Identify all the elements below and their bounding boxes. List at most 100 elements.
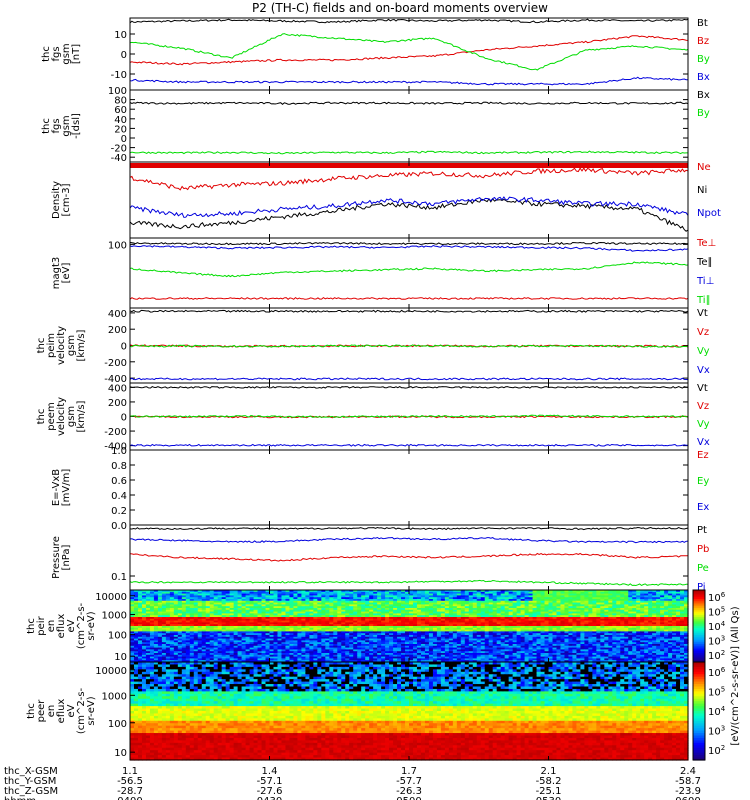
spectrogram-cell <box>173 615 179 618</box>
spectrogram-cell <box>648 626 653 629</box>
spectrogram-cell <box>672 613 677 616</box>
spectrogram-cell <box>305 597 310 600</box>
spectrogram-cell <box>381 633 386 636</box>
spectrogram-cell <box>636 631 641 634</box>
spectrogram-cell <box>181 591 187 595</box>
spectrogram-cell <box>660 604 665 607</box>
spectrogram-cell <box>309 618 314 622</box>
spectrogram-cell <box>552 622 558 625</box>
spectrogram-cell <box>409 602 414 605</box>
spectrogram-cell <box>397 593 402 596</box>
spectrogram-cell <box>130 622 135 625</box>
spectrogram-cell <box>229 599 235 602</box>
spectrogram-cell <box>181 606 187 609</box>
spectrogram-cell <box>444 597 450 600</box>
spectrogram-cell <box>596 595 601 598</box>
spectrogram-cell <box>349 618 354 622</box>
spectrogram-cell <box>484 633 490 636</box>
spectrogram-cell <box>285 591 291 595</box>
spectrogram-cell <box>564 613 570 616</box>
spectrogram-cell <box>397 599 402 602</box>
spectrogram-cell <box>337 622 342 625</box>
spectrogram-cell <box>205 597 211 600</box>
spectrogram-cell <box>472 606 478 609</box>
spectrogram-cell <box>588 599 593 602</box>
spectrogram-cell <box>185 606 191 609</box>
spectrogram-cell <box>572 617 577 620</box>
spectrogram-cell <box>412 615 418 618</box>
spectrogram-cell <box>664 611 669 614</box>
spectrogram-cell <box>416 609 422 613</box>
spectrogram-cell <box>460 611 466 614</box>
spectrogram-cell <box>544 597 550 600</box>
spectrogram-cell <box>297 590 302 593</box>
spectrogram-cell <box>476 617 482 620</box>
spectrogram-cell <box>289 629 295 632</box>
spectrogram-cell <box>436 617 442 620</box>
spectrogram-cell <box>636 626 641 629</box>
spectrogram-cell <box>416 604 422 607</box>
spectrogram-cell <box>217 611 223 614</box>
spectrogram-cell <box>572 627 577 631</box>
spectrogram-cell <box>640 622 645 625</box>
spectrogram-cell <box>612 626 617 629</box>
spectrogram-cell <box>540 597 546 600</box>
spectrogram-cell <box>289 615 295 618</box>
spectrogram-cell <box>552 593 558 596</box>
spectrogram-cell <box>297 620 302 623</box>
spectrogram-cell <box>520 618 526 622</box>
spectrogram-cell <box>436 624 442 627</box>
spectrogram-cell <box>612 615 617 618</box>
spectrogram-cell <box>556 599 562 602</box>
spectrogram-cell <box>329 591 334 595</box>
spectrogram-cell <box>301 597 306 600</box>
ylabel-line: velocity <box>56 397 67 436</box>
spectrogram-cell <box>337 611 342 614</box>
spectrogram-cell <box>385 604 390 607</box>
spectrogram-cell <box>668 626 673 629</box>
spectrogram-cell <box>604 620 609 623</box>
spectrogram-cell <box>369 593 374 596</box>
spectrogram-cell <box>464 613 470 616</box>
spectrogram-cell <box>133 624 139 627</box>
spectrogram-cell <box>369 613 374 616</box>
spectrogram-cell <box>301 633 306 636</box>
ylabel-line: gsm <box>66 406 77 427</box>
spectrogram-cell <box>221 611 227 614</box>
spectrogram-cell <box>225 595 231 598</box>
spectrogram-cell <box>353 609 358 613</box>
spectrogram-cell <box>684 593 689 596</box>
spectrogram-cell <box>137 593 143 596</box>
spectrogram-cell <box>205 618 211 622</box>
spectrogram-cell <box>221 600 227 604</box>
spectrogram-cell <box>365 631 370 634</box>
spectrogram-cell <box>177 626 183 629</box>
spectrogram-cell <box>652 613 657 616</box>
spectrogram-cell <box>612 593 617 596</box>
spectrogram-cell <box>680 599 685 602</box>
spectrogram-cell <box>130 608 135 611</box>
spectrogram-cell <box>584 620 589 623</box>
spectrogram-cell <box>377 618 382 622</box>
spectrogram-cell <box>329 600 334 604</box>
series-line-Ti⊥ <box>129 244 689 252</box>
spectrogram-cell <box>416 597 422 600</box>
spectrogram-cell <box>532 609 538 613</box>
spectrogram-cell <box>568 591 574 595</box>
spectrogram-cell <box>464 606 470 609</box>
spectrogram-cell <box>612 602 617 605</box>
spectrogram-cell <box>632 626 637 629</box>
spectrogram-cell <box>381 627 386 631</box>
spectrogram-cell <box>317 609 322 613</box>
spectrogram-cell <box>337 600 342 604</box>
spectrogram-cell <box>680 617 685 620</box>
spectrogram-cell <box>281 609 287 613</box>
spectrogram-cell <box>161 590 167 593</box>
spectrogram-cell <box>337 599 342 602</box>
spectrogram-cell <box>532 626 538 629</box>
spectrogram-cell <box>548 600 554 604</box>
spectrogram-cell <box>209 597 215 600</box>
spectrogram-cell <box>341 627 346 631</box>
spectrogram-cell <box>245 608 251 611</box>
spectrogram-cell <box>181 629 187 632</box>
